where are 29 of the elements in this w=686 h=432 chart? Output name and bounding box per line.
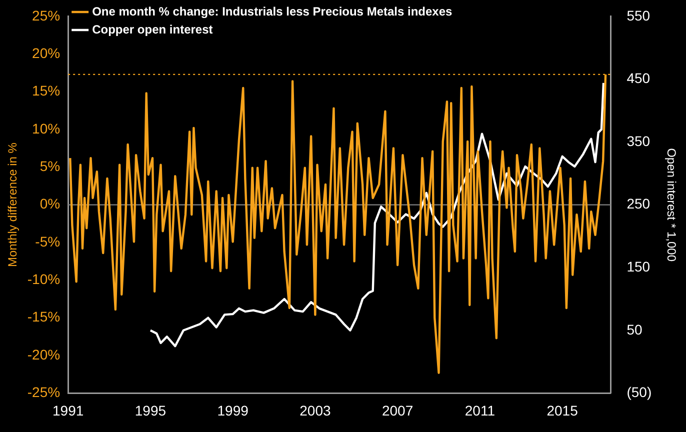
x-tick-label: 1995 — [134, 402, 166, 418]
y2-tick-label: (50) — [626, 384, 652, 400]
x-tick-label: 2015 — [546, 402, 578, 418]
y2-tick-label: 150 — [626, 258, 650, 274]
y-tick-label: 0% — [40, 196, 60, 212]
y-tick-label: 20% — [32, 44, 60, 61]
y2-tick-label: 450 — [626, 70, 650, 86]
y-tick-label: -15% — [27, 308, 60, 325]
y-axis-title: Monthly difference in % — [6, 142, 20, 268]
y-tick-label: 10% — [32, 120, 60, 136]
x-tick-label: 1991 — [52, 402, 84, 418]
y2-axis-title: Open interest * 1,000 — [664, 148, 678, 262]
y2-tick-label: 250 — [626, 196, 650, 212]
x-tick-label: 2003 — [300, 402, 331, 418]
x-tick-label: 1999 — [217, 402, 249, 418]
legend-label: Copper open interest — [92, 22, 213, 36]
y2-tick-label: 50 — [626, 321, 642, 338]
y-tick-label: -20% — [27, 346, 60, 362]
y-tick-label: -5% — [35, 233, 60, 250]
y-tick-label: 25% — [32, 7, 60, 24]
y2-tick-label: 550 — [626, 7, 650, 24]
y-tick-label: -10% — [27, 271, 60, 288]
y2-tick-label: 350 — [626, 132, 650, 149]
y-tick-label: 5% — [40, 158, 60, 174]
y-tick-label: 15% — [32, 82, 60, 99]
x-tick-label: 2007 — [382, 402, 414, 418]
x-tick-label: 2011 — [464, 402, 496, 418]
y-tick-label: -25% — [27, 384, 60, 400]
legend-label: One month % change: Industrials less Precious Metals indexes — [92, 4, 453, 18]
